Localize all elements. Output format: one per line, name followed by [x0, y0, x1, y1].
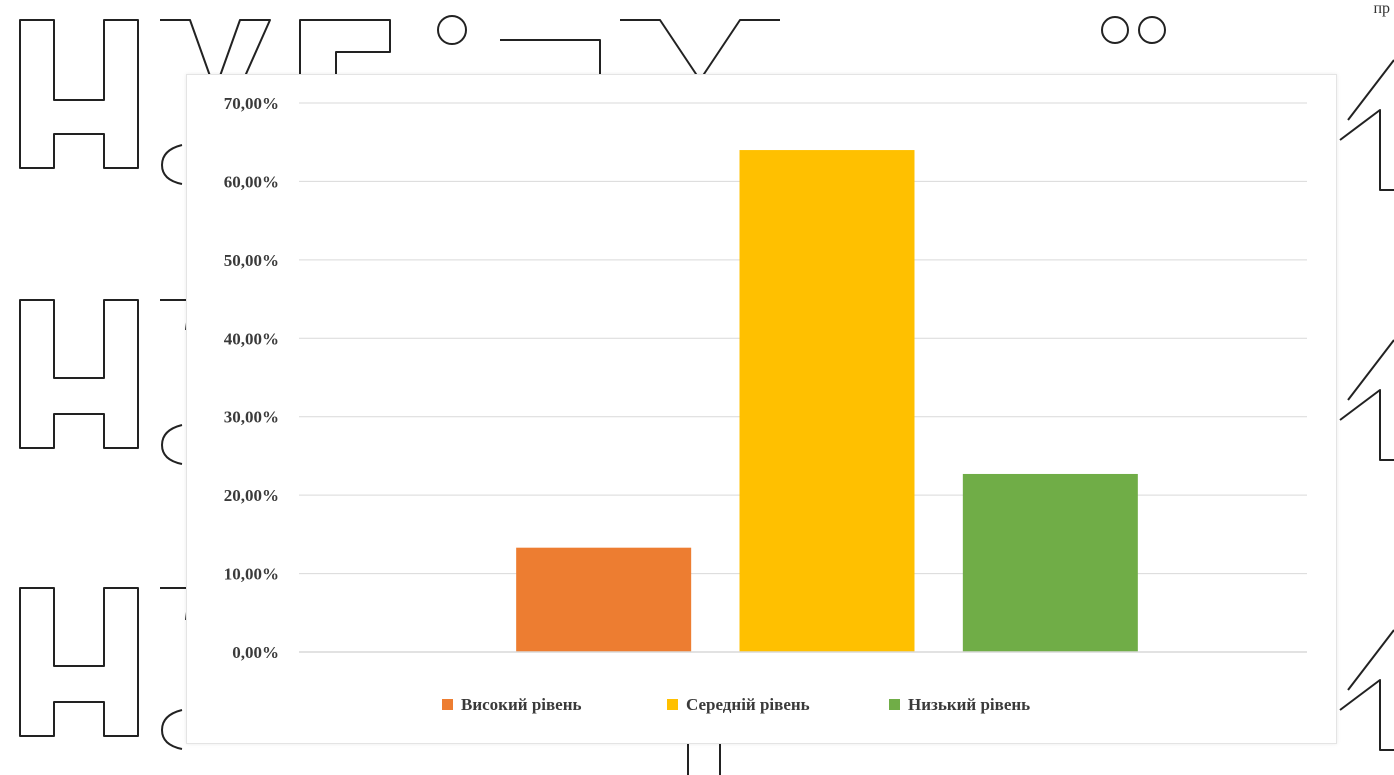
legend-swatch — [889, 699, 900, 710]
bar-chart: 0,00% 10,00% 20,00% 30,00% 40,00% 50,00% 60,00… — [224, 94, 1307, 714]
legend-label: Низький рівень — [908, 695, 1030, 714]
watermark-letter — [1339, 389, 1394, 461]
watermark-letter — [19, 19, 139, 169]
legend-swatch — [667, 699, 678, 710]
y-tick-label: 40,00% — [224, 329, 279, 348]
y-tick-label: 70,00% — [224, 94, 279, 113]
watermark-letter — [437, 15, 467, 45]
bars — [516, 150, 1138, 653]
watermark-letter — [19, 587, 139, 737]
watermark-letter — [161, 144, 183, 185]
legend-swatch — [442, 699, 453, 710]
bar-2 — [739, 150, 915, 653]
watermark-letter — [1339, 679, 1394, 751]
watermark-letter — [1339, 109, 1394, 191]
watermark-letter — [1347, 339, 1394, 401]
watermark-letter — [620, 19, 780, 81]
bar-3 — [962, 473, 1138, 652]
watermark-letter — [19, 299, 139, 449]
bar-1 — [516, 547, 692, 652]
y-tick-label: 20,00% — [224, 486, 279, 505]
y-tick-label: 10,00% — [224, 565, 279, 584]
watermark-letter — [1347, 629, 1394, 691]
y-tick-label: 60,00% — [224, 172, 279, 191]
watermark-letter — [1347, 59, 1394, 121]
y-axis-ticks: 0,00% 10,00% 20,00% 30,00% 40,00% 50,00% 60,00… — [224, 94, 279, 662]
legend-label: Високий рівень — [461, 695, 582, 714]
watermark-letter — [160, 19, 271, 111]
legend-label: Середній рівень — [686, 695, 810, 714]
y-tick-label: 0,00% — [232, 643, 279, 662]
page-corner-text: пр — [1373, 0, 1390, 17]
watermark-letter — [1138, 16, 1166, 44]
watermark-letter — [687, 742, 721, 775]
y-tick-label: 30,00% — [224, 408, 279, 427]
legend: Високий рівень Середній рівень Низький рів… — [442, 695, 1030, 714]
watermark-letter — [161, 424, 183, 465]
watermark-letter — [1101, 16, 1129, 44]
y-tick-label: 50,00% — [224, 251, 279, 270]
watermark-letter — [161, 709, 183, 750]
chart-panel: 0,00% 10,00% 20,00% 30,00% 40,00% 50,00% 60,00… — [186, 74, 1337, 744]
